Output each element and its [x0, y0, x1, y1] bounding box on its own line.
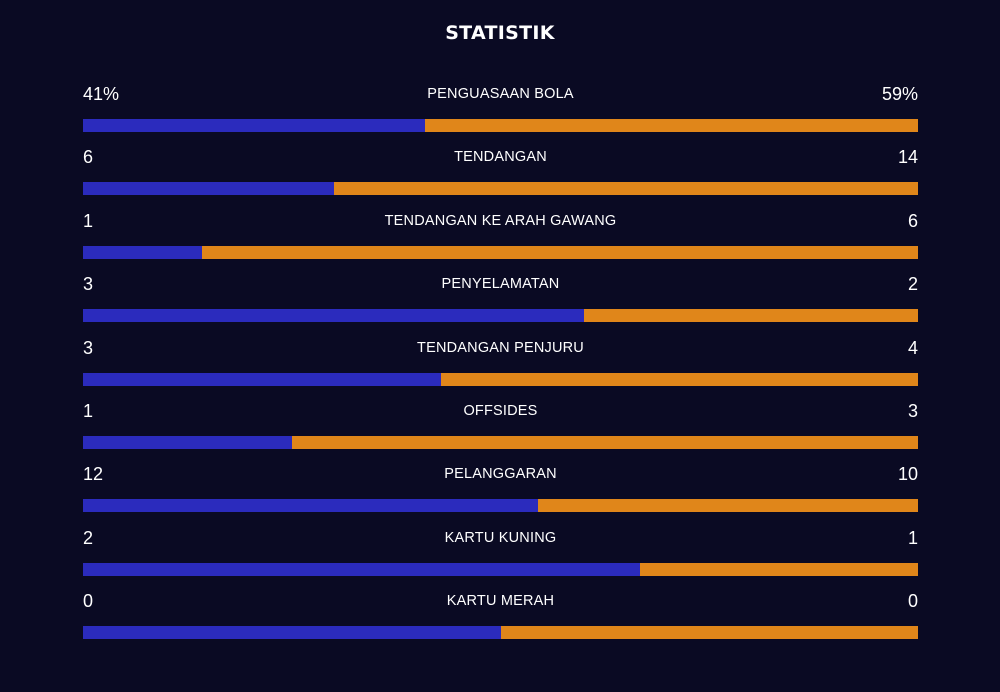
home-value: 1 [83, 210, 94, 231]
away-value: 0 [907, 591, 918, 612]
stat-row: 2 KARTU KUNING 1 [83, 524, 918, 587]
stat-label: TENDANGAN PENJURU [417, 339, 584, 356]
stat-label: KARTU MERAH [446, 593, 555, 610]
away-bar-segment [202, 245, 918, 259]
away-bar-segment [584, 309, 918, 323]
stat-row: 6 TENDANGAN 14 [83, 143, 918, 206]
stat-bar [83, 372, 918, 386]
away-bar-segment [291, 435, 918, 449]
home-bar-segment [83, 245, 203, 259]
stats-list: 41% PENGUASAAN BOLA 59% 6 TENDANGAN 14 1 TENDAN… [83, 80, 918, 651]
away-value: 1 [907, 527, 918, 548]
stat-row: 3 TENDANGAN PENJURU 4 [83, 334, 918, 397]
home-bar-segment [83, 626, 501, 640]
stat-bar [83, 626, 918, 640]
away-bar-segment [333, 182, 918, 196]
stat-bar [83, 245, 918, 259]
away-bar-segment [639, 562, 918, 576]
stat-label: PENGUASAAN BOLA [427, 86, 574, 102]
away-value: 4 [907, 337, 918, 358]
away-value: 10 [897, 464, 918, 485]
away-value: 59% [881, 84, 918, 104]
home-bar-segment [83, 372, 441, 386]
stat-row: 0 KARTU MERAH 0 [83, 587, 918, 650]
stat-label: PELANGGARAN [444, 466, 557, 483]
stat-bar [83, 182, 918, 196]
stat-label: OFFSIDES [463, 402, 538, 419]
home-bar-segment [83, 309, 584, 323]
away-bar-segment [538, 499, 918, 513]
stat-row: 1 OFFSIDES 3 [83, 397, 918, 460]
stat-label: TENDANGAN KE ARAH GAWANG [384, 212, 617, 229]
home-value: 3 [83, 274, 94, 295]
home-value: 1 [83, 400, 94, 421]
stat-bar [83, 309, 918, 323]
home-bar-segment [83, 435, 292, 449]
stat-bar [83, 499, 918, 513]
home-bar-segment [83, 562, 640, 576]
stat-row: 41% PENGUASAAN BOLA 59% [83, 80, 918, 143]
home-value: 6 [83, 147, 94, 168]
home-value: 0 [83, 591, 94, 612]
home-bar-segment [83, 499, 539, 513]
home-value: 2 [83, 527, 94, 548]
home-value: 3 [83, 337, 94, 358]
stat-bar [83, 119, 918, 132]
stat-row: 12 PELANGGARAN 10 [83, 460, 918, 523]
stat-bar [83, 562, 918, 576]
stat-row: 1 TENDANGAN KE ARAH GAWANG 6 [83, 207, 918, 270]
stat-row: 3 PENYELAMATAN 2 [83, 270, 918, 333]
away-bar-segment [440, 372, 918, 386]
home-bar-segment [83, 182, 334, 196]
away-value: 6 [907, 210, 918, 231]
home-bar-segment [83, 119, 426, 132]
home-value: 12 [83, 464, 104, 485]
away-bar-segment [500, 626, 918, 640]
stat-label: TENDANGAN [454, 149, 547, 166]
page-title: STATISTIK [445, 22, 555, 44]
away-value: 2 [907, 274, 918, 295]
away-value: 3 [907, 400, 918, 421]
away-bar-segment [425, 119, 918, 132]
stat-label: PENYELAMATAN [441, 276, 560, 293]
home-value: 41% [83, 84, 120, 104]
stat-label: KARTU KUNING [444, 529, 557, 546]
away-value: 14 [897, 147, 918, 168]
stat-bar [83, 435, 918, 449]
